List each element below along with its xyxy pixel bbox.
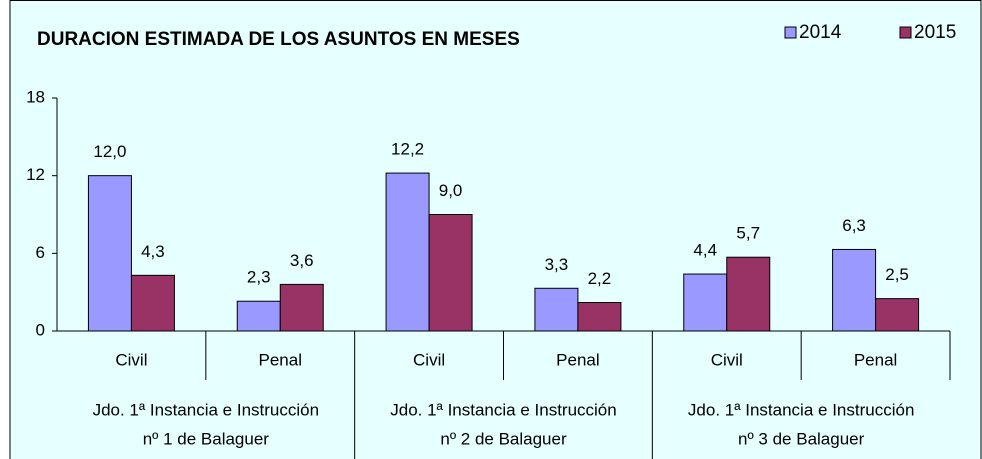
bar	[87, 175, 132, 332]
value-label: 12,2	[391, 140, 424, 159]
bar	[832, 248, 877, 332]
bar	[683, 273, 728, 332]
bar	[236, 300, 281, 332]
bar	[577, 302, 622, 332]
chart-title: DURACION ESTIMADA DE LOS ASUNTOS EN MESE…	[37, 29, 520, 50]
x-tick-label: Penal	[556, 350, 599, 369]
value-label: 4,3	[141, 242, 165, 261]
group-label: Jdo. 1ª Instancia e Instrucción	[93, 400, 319, 419]
y-tick-label: 18	[26, 87, 45, 106]
legend-label: 2015	[914, 22, 956, 43]
bar	[428, 214, 473, 332]
value-label: 2,5	[885, 265, 909, 284]
x-tick-label: Penal	[259, 350, 302, 369]
value-label: 5,7	[736, 224, 760, 243]
bar	[279, 283, 324, 332]
value-label: 2,3	[247, 268, 271, 287]
x-tick-label: Penal	[854, 350, 897, 369]
x-tick-label: Civil	[413, 350, 445, 369]
value-label: 3,6	[290, 251, 314, 270]
bar	[726, 256, 771, 332]
chart-background	[9, 0, 982, 459]
value-label: 12,0	[93, 142, 126, 161]
group-label: nº 2 de Balaguer	[440, 429, 567, 448]
y-tick-label: 12	[26, 165, 45, 184]
legend-swatch	[784, 26, 797, 39]
group-label: Jdo. 1ª Instancia e Instrucción	[390, 400, 616, 419]
y-tick-label: 0	[36, 320, 45, 339]
y-tick-label: 6	[36, 243, 45, 262]
legend-label: 2014	[799, 22, 842, 43]
value-label: 6,3	[842, 216, 866, 235]
bar	[534, 287, 579, 332]
group-label: nº 1 de Balaguer	[143, 429, 270, 448]
value-label: 3,3	[545, 255, 569, 274]
group-label: Jdo. 1ª Instancia e Instrucción	[688, 400, 914, 419]
bar	[875, 298, 920, 332]
group-label: nº 3 de Balaguer	[738, 429, 865, 448]
legend-swatch	[899, 26, 912, 39]
x-tick-label: Civil	[711, 350, 743, 369]
x-tick-label: Civil	[115, 350, 147, 369]
bar	[130, 274, 175, 332]
value-label: 4,4	[693, 241, 717, 260]
bar	[385, 172, 430, 332]
value-label: 2,2	[588, 269, 612, 288]
value-label: 9,0	[439, 181, 463, 200]
